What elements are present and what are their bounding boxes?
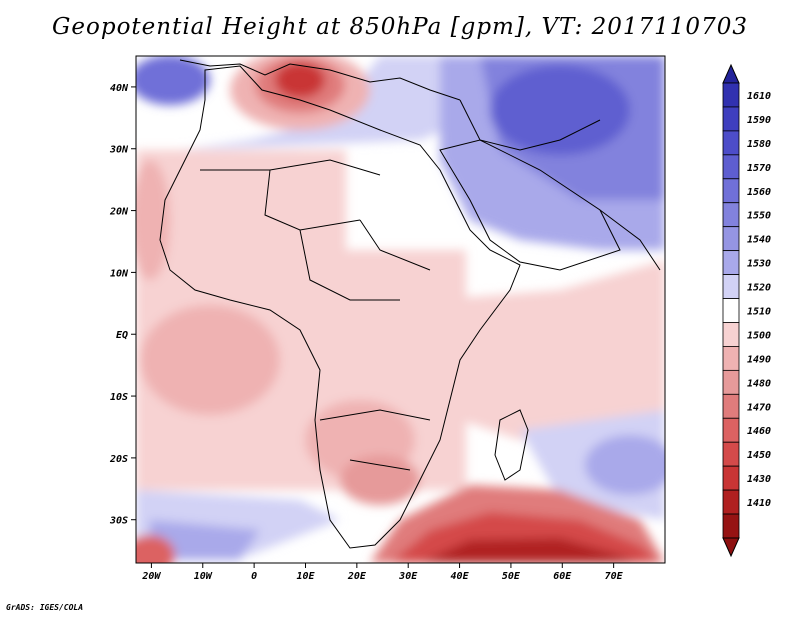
colorbar-label: 1570 — [747, 163, 771, 174]
band-1500-indian — [430, 260, 665, 440]
colorbar-label: 1490 — [747, 354, 771, 365]
colorbar-label: 1540 — [747, 235, 771, 246]
map-title: Geopotential Height at 850hPa [gpm], VT:… — [52, 14, 748, 40]
colorbar: 1610 1590 1580 1570 1560 1550 1540 1530 1520 1510… — [722, 63, 771, 558]
x-tick-label: 10E — [296, 571, 315, 582]
x-axis-ticks: 20W 10W 0 10E 20E 30E 40E 50E 60E 70E — [141, 563, 624, 582]
y-tick-label: 20S — [109, 454, 128, 465]
x-tick-label: 40E — [451, 571, 470, 582]
y-tick-label: 30S — [109, 516, 128, 527]
x-tick-label: 60E — [553, 571, 572, 582]
y-tick-label: 20N — [109, 207, 129, 218]
colorbar-label: 1580 — [747, 139, 771, 150]
colorbar-swatch — [722, 489, 740, 515]
colorbar-label: 1530 — [747, 259, 771, 270]
madagascar-outline — [494, 409, 529, 481]
colorbar-label: 1500 — [747, 330, 771, 341]
colorbar-label: 1560 — [747, 187, 771, 198]
colorbar-swatch — [722, 393, 740, 419]
plot-frame — [135, 55, 666, 564]
colorbar-label: 1410 — [747, 498, 771, 509]
trough-1430 — [420, 538, 640, 563]
low-1430-med — [275, 62, 325, 98]
x-tick-label: 20W — [141, 571, 161, 582]
colorbar-label: 1470 — [747, 402, 771, 413]
x-tick-label: 20E — [347, 571, 367, 582]
colorbar-label: 1480 — [747, 378, 771, 389]
colorbar-swatch — [722, 346, 740, 371]
colorbar-swatch — [722, 154, 740, 180]
colorbar-label: 1510 — [747, 307, 771, 318]
x-tick-label: 50E — [502, 571, 521, 582]
patch-1530-south-east — [585, 435, 665, 495]
colorbar-label: 1610 — [747, 91, 771, 102]
y-tick-label: 10N — [110, 268, 129, 279]
colorbar-label: 1460 — [747, 426, 771, 437]
colorbar-swatch — [722, 322, 740, 347]
patch-1460-southwest-corner — [136, 535, 175, 563]
patch-1480-kalahari — [340, 455, 420, 505]
colorbar-bottom-arrow — [722, 537, 740, 558]
y-tick-label: 30N — [109, 145, 129, 156]
colorbar-swatch — [722, 465, 740, 491]
patch-1490-west-coast — [136, 160, 170, 280]
colorbar-label: 1520 — [747, 283, 771, 294]
patch-1490-atlantic — [140, 305, 280, 415]
x-tick-label: 10W — [194, 571, 213, 582]
europe-coast — [179, 59, 461, 101]
colorbar-swatch — [722, 513, 740, 539]
colorbar-swatch — [722, 250, 740, 275]
border-central-1 — [299, 229, 400, 301]
asia-coast — [599, 209, 661, 271]
colorbar-swatch — [722, 441, 740, 467]
x-tick-label: 0 — [251, 571, 257, 582]
colorbar-swatch — [722, 369, 740, 395]
colorbar-swatch — [722, 298, 740, 323]
y-tick-label: EQ — [116, 330, 128, 341]
colorbar-label: 1590 — [747, 115, 771, 126]
colorbar-label: 1430 — [747, 474, 771, 485]
colorbar-swatch — [722, 106, 740, 132]
colorbar-swatch — [722, 226, 740, 252]
border-south-1 — [319, 409, 431, 421]
y-axis-ticks: 40N 30N 20N 10N EQ 10S 20S 30S — [109, 83, 136, 527]
africa-outline — [159, 65, 521, 549]
y-tick-label: 40N — [110, 83, 129, 94]
border-south-2 — [349, 459, 411, 471]
band-1530-south-west — [150, 520, 260, 560]
colorbar-label: 1550 — [747, 211, 771, 222]
grads-credit: GrADS: IGES/COLA — [6, 603, 84, 612]
colorbar-swatch — [722, 202, 740, 228]
patch-1560-iberia — [136, 56, 210, 105]
colorbar-swatch — [722, 274, 740, 299]
y-tick-label: 10S — [110, 392, 128, 403]
colorbar-swatch — [722, 178, 740, 204]
core-1570-iran — [490, 65, 630, 155]
border-middle-east — [459, 99, 601, 151]
geopotential-field — [136, 56, 665, 563]
border-central-2 — [359, 219, 431, 271]
border-sahara-1 — [200, 159, 381, 176]
colorbar-swatch — [722, 130, 740, 156]
x-tick-label: 30E — [398, 571, 418, 582]
coastline — [159, 59, 661, 549]
colorbar-label: 1450 — [747, 450, 771, 461]
colorbar-top-arrow — [722, 63, 740, 84]
border-sahara-2 — [264, 169, 361, 231]
x-tick-label: 70E — [605, 571, 624, 582]
arabia-outline — [439, 139, 621, 271]
colorbar-swatch — [722, 82, 740, 108]
colorbar-swatch — [722, 417, 740, 443]
